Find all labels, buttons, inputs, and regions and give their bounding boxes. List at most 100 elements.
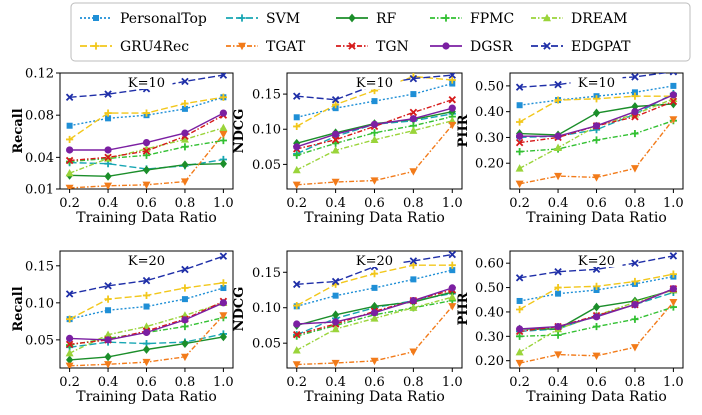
x-tick-label: 1.0 — [213, 196, 234, 211]
data-point — [516, 305, 524, 314]
chart-panel-2: 0.2 0.4 0.6 0.8 1.0 0.05 0.10 0.15 Training Data… — [232, 72, 463, 226]
data-point — [631, 277, 639, 286]
y-tick-label: 0.50 — [475, 281, 504, 296]
data-point — [515, 164, 524, 172]
data-point — [554, 132, 562, 140]
data-point — [592, 322, 601, 331]
k-label: K=10 — [570, 75, 623, 91]
data-point — [410, 276, 417, 283]
series-line — [69, 158, 224, 170]
series-gru4rec — [516, 92, 677, 126]
data-point — [292, 181, 301, 189]
data-point — [220, 285, 227, 292]
data-point — [181, 77, 189, 86]
data-point — [669, 252, 678, 260]
data-point — [104, 295, 112, 303]
series-group — [515, 252, 678, 368]
legend-label: DGSR — [470, 39, 513, 55]
y-axis-label: Recall — [11, 286, 26, 331]
legend-item-tgn: TGN — [336, 39, 409, 55]
data-point — [65, 168, 74, 177]
data-point — [516, 297, 523, 304]
series-line — [296, 269, 453, 307]
data-point — [219, 312, 228, 320]
data-point — [448, 251, 457, 259]
data-point — [219, 299, 227, 307]
legend-label: TGAT — [266, 39, 306, 55]
chart-panel-1: 0.2 0.4 0.6 0.8 1.0 0.01 0.04 0.08 0.12 Training … — [11, 67, 234, 227]
k-label: K=10 — [120, 75, 173, 91]
data-point — [555, 290, 562, 297]
x-tick-label: 0.4 — [98, 375, 119, 390]
data-point — [104, 90, 112, 98]
x-tick-label: 0.6 — [136, 375, 157, 390]
data-point — [181, 316, 189, 324]
series-group — [65, 252, 228, 368]
y-tick-label: 0.01 — [25, 183, 54, 198]
legend-label: EDGPAT — [571, 39, 631, 55]
data-point — [142, 328, 151, 337]
data-point — [66, 135, 74, 144]
x-axis-label: Training Data Ratio — [304, 210, 445, 226]
y-tick-label: 0.50 — [475, 79, 504, 94]
x-tick-label: 0.4 — [325, 196, 346, 211]
series-edgpat — [65, 252, 228, 298]
x-tick-label: 1.0 — [442, 196, 463, 211]
y-axis-label: NDCG — [232, 287, 247, 332]
y-tick-label: 0.04 — [25, 151, 54, 166]
legend-marker — [543, 13, 551, 22]
data-point — [104, 146, 112, 154]
data-point — [66, 146, 74, 154]
legend-marker — [238, 42, 246, 51]
data-point — [409, 303, 418, 311]
x-axis-label: Training Data Ratio — [526, 210, 667, 226]
data-point — [592, 122, 601, 130]
data-point — [515, 180, 524, 189]
data-point — [515, 274, 524, 282]
data-point — [592, 282, 601, 290]
series-line — [519, 73, 670, 88]
data-point — [448, 292, 457, 301]
data-point — [409, 126, 418, 134]
k-label-bg — [570, 75, 623, 89]
data-point — [370, 309, 379, 317]
data-point — [66, 315, 74, 323]
data-point — [104, 109, 112, 117]
data-point — [409, 74, 418, 83]
series-tgat — [65, 130, 228, 189]
data-point — [592, 302, 601, 312]
data-point — [66, 122, 73, 129]
data-point — [592, 108, 601, 118]
x-axis-label: Training Data Ratio — [304, 389, 445, 405]
data-point — [669, 116, 678, 124]
data-point — [104, 153, 112, 162]
x-tick-label: 1.0 — [663, 375, 684, 390]
x-axis-label: Training Data Ratio — [76, 210, 217, 226]
data-point — [448, 303, 457, 311]
x-tick-label: 0.6 — [136, 196, 157, 211]
legend-item-rf: RF — [336, 11, 397, 27]
x-tick-label: 0.8 — [403, 375, 424, 390]
series-line — [296, 120, 453, 171]
data-point — [293, 114, 300, 121]
legend-item-dream: DREAM — [531, 11, 627, 27]
series-dream — [292, 116, 457, 174]
data-point — [142, 181, 151, 189]
chart-panel-5: 0.2 0.4 0.6 0.8 1.0 0.05 0.10 0.15 Training Data… — [232, 250, 463, 405]
k-label: K=10 — [348, 75, 401, 91]
data-point — [181, 265, 189, 274]
data-point — [104, 282, 112, 290]
legend-marker — [93, 15, 99, 21]
data-point — [516, 325, 524, 333]
x-tick-label: 1.0 — [442, 375, 463, 390]
data-point — [631, 89, 638, 96]
y-tick-label: 0.20 — [475, 157, 504, 172]
series-gru4rec — [516, 270, 677, 314]
data-point — [66, 334, 74, 342]
data-point — [669, 285, 677, 293]
data-point — [449, 267, 456, 274]
series-dgsr — [516, 285, 677, 333]
legend-label: FPMC — [470, 11, 514, 27]
data-point — [554, 96, 562, 104]
